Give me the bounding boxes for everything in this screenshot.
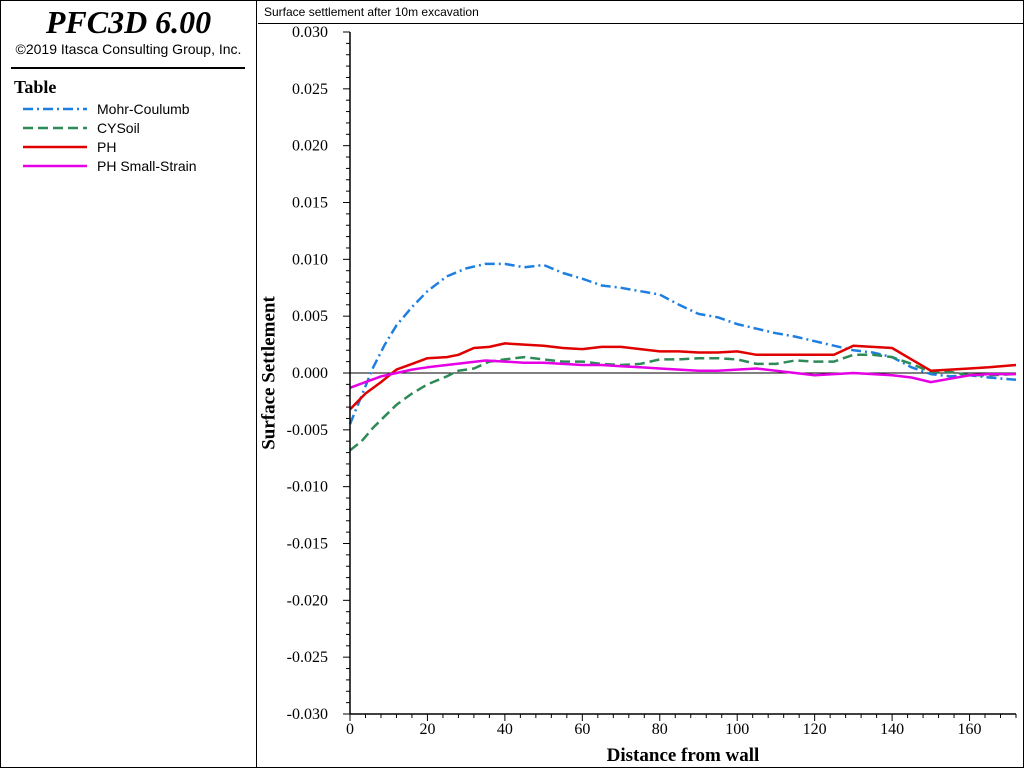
- legend-label-ph: PH: [97, 138, 117, 155]
- x-tick-label: 120: [803, 721, 827, 738]
- y-tick-label: -0.030: [287, 706, 328, 723]
- y-tick-label: 0.015: [292, 195, 328, 212]
- x-tick-label: 0: [346, 721, 354, 738]
- copyright-text: ©2019 Itasca Consulting Group, Inc.: [15, 41, 242, 57]
- series-line-mohr-coulumb: [348, 262, 1017, 425]
- plot-title: Surface settlement after 10m excavation: [258, 1, 1023, 24]
- x-tick-label: 20: [419, 721, 435, 738]
- legend-swatch-cysoil: [23, 126, 87, 129]
- series-lines: [348, 262, 1017, 452]
- x-tick-label: 140: [880, 721, 904, 738]
- chart-plot-area: 0.030 0.025 0.020 0.015 0.010 0.005 0.000 -0.00…: [258, 25, 1017, 766]
- legend-panel: PFC3D 6.00 ©2019 Itasca Consulting Group…: [1, 1, 257, 767]
- legend-item-ph: PH: [23, 137, 197, 156]
- x-tick-label: 80: [652, 721, 668, 738]
- series-line-ph: [349, 342, 1017, 411]
- x-axis-title: Distance from wall: [607, 745, 760, 766]
- legend-swatch-ph: [23, 145, 87, 148]
- y-tick-label: -0.020: [287, 592, 328, 609]
- legend-item-mohr-coulumb: Mohr-Coulumb: [23, 99, 197, 118]
- series-line-cysoil: [349, 353, 1017, 452]
- y-tick-label: -0.015: [287, 536, 328, 553]
- app-title: PFC3D 6.00: [45, 4, 212, 40]
- y-axis-title: Surface Settlement: [258, 296, 279, 450]
- y-tick-label: 0.020: [292, 138, 328, 155]
- x-axis-ticks: 0 20 40 60 80 100 120 140 160: [346, 714, 1017, 738]
- legend-item-cysoil: CYSoil: [23, 118, 197, 137]
- y-tick-label: 0.025: [292, 81, 328, 98]
- y-axis-ticks: 0.030 0.025 0.020 0.015 0.010 0.005 0.000 -0.00…: [287, 25, 350, 723]
- y-tick-label: 0.005: [292, 308, 328, 325]
- legend-label-cysoil: CYSoil: [97, 119, 140, 136]
- y-tick-label: -0.025: [287, 649, 328, 666]
- y-tick-label: 0.030: [292, 25, 328, 41]
- y-tick-label: -0.010: [287, 479, 328, 496]
- series-line-ph-small-strain: [349, 359, 1016, 389]
- y-tick-label: 0.010: [292, 251, 328, 268]
- legend-item-ph-small-strain: PH Small-Strain: [23, 156, 197, 175]
- legend-title: Table: [14, 77, 57, 97]
- x-tick-label: 60: [574, 721, 590, 738]
- legend-swatch-ph-small-strain: [23, 164, 87, 167]
- legend-label-mohr-coulumb: Mohr-Coulumb: [97, 100, 190, 117]
- x-tick-label: 160: [958, 721, 982, 738]
- legend-list: Mohr-Coulumb CYSoil PH PH Small-Strain: [23, 99, 197, 175]
- legend-divider: [11, 67, 245, 69]
- x-tick-label: 40: [497, 721, 513, 738]
- x-tick-label: 100: [725, 721, 749, 738]
- y-tick-label: -0.005: [287, 422, 328, 439]
- legend-swatch-mohr-coulumb: [23, 107, 87, 110]
- y-tick-label: 0.000: [292, 365, 328, 382]
- legend-label-ph-small-strain: PH Small-Strain: [97, 157, 197, 174]
